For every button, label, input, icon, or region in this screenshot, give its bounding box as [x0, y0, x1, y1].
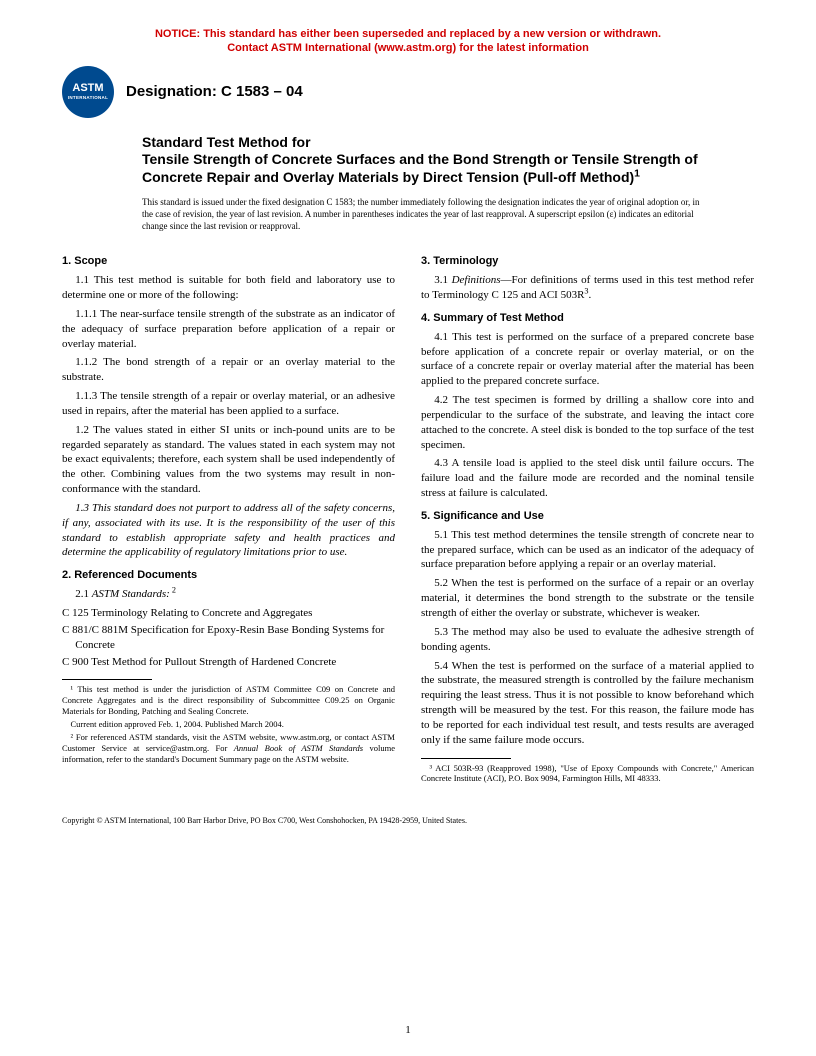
copyright: Copyright © ASTM International, 100 Barr…: [62, 816, 754, 825]
ref-c900: C 900 Test Method for Pullout Strength o…: [62, 655, 395, 670]
ref-c881: C 881/C 881M Specification for Epoxy-Res…: [62, 623, 395, 653]
footnote-rule-right: [421, 758, 511, 759]
title-main-text: Tensile Strength of Concrete Surfaces an…: [142, 151, 698, 185]
footnote-2: ² For referenced ASTM standards, visit t…: [62, 732, 395, 765]
para-2-1-b: ASTM Standards:: [92, 588, 170, 600]
page: NOTICE: This standard has either been su…: [0, 0, 816, 865]
para-1-1-1: 1.1.1 The near-surface tensile strength …: [62, 307, 395, 352]
para-1-1-2: 1.1.2 The bond strength of a repair or a…: [62, 355, 395, 385]
notice-line2: Contact ASTM International (www.astm.org…: [227, 42, 589, 54]
logo-sub: INTERNATIONAL: [68, 96, 108, 101]
para-3-1-b: Definitions: [452, 274, 501, 286]
para-1-2: 1.2 The values stated in either SI units…: [62, 423, 395, 497]
section-5-heading: 5. Significance and Use: [421, 509, 754, 524]
header-row: ASTM INTERNATIONAL Designation: C 1583 –…: [62, 66, 754, 118]
para-1-1: 1.1 This test method is suitable for bot…: [62, 273, 395, 303]
astm-logo: ASTM INTERNATIONAL: [62, 66, 114, 118]
ref-c125: C 125 Terminology Relating to Concrete a…: [62, 606, 395, 621]
para-5-2: 5.2 When the test is performed on the su…: [421, 576, 754, 621]
title-block: Standard Test Method for Tensile Strengt…: [142, 134, 702, 188]
footnote-3: ³ ACI 503R-93 (Reapproved 1998), "Use of…: [421, 763, 754, 785]
section-4-heading: 4. Summary of Test Method: [421, 311, 754, 326]
footnote-1b: Current edition approved Feb. 1, 2004. P…: [62, 719, 395, 730]
section-2-heading: 2. Referenced Documents: [62, 568, 395, 583]
section-3-heading: 3. Terminology: [421, 254, 754, 269]
title-main: Tensile Strength of Concrete Surfaces an…: [142, 151, 702, 187]
logo-main: ASTM: [72, 83, 103, 94]
para-4-1: 4.1 This test is performed on the surfac…: [421, 330, 754, 389]
notice-banner: NOTICE: This standard has either been su…: [62, 28, 754, 56]
para-2-1: 2.1 ASTM Standards: 2: [62, 587, 395, 602]
footnotes-left: ¹ This test method is under the jurisdic…: [62, 684, 395, 764]
two-columns: 1. Scope 1.1 This test method is suitabl…: [62, 246, 754, 786]
section-1-heading: 1. Scope: [62, 254, 395, 269]
right-column: 3. Terminology 3.1 Definitions—For defin…: [421, 246, 754, 786]
footnote-rule-left: [62, 679, 152, 680]
left-column: 1. Scope 1.1 This test method is suitabl…: [62, 246, 395, 786]
para-1-1-3: 1.1.3 The tensile strength of a repair o…: [62, 389, 395, 419]
para-3-1-d: .: [589, 289, 592, 301]
para-2-1-a: 2.1: [75, 588, 92, 600]
designation: Designation: C 1583 – 04: [126, 83, 303, 100]
para-3-1-a: 3.1: [434, 274, 451, 286]
astm-logo-text: ASTM INTERNATIONAL: [62, 66, 114, 118]
para-5-4: 5.4 When the test is performed on the su…: [421, 659, 754, 748]
footnote-1: ¹ This test method is under the jurisdic…: [62, 684, 395, 717]
footnote-2-b: Annual Book of ASTM Standards: [234, 743, 363, 753]
para-4-3: 4.3 A tensile load is applied to the ste…: [421, 456, 754, 501]
title-lead: Standard Test Method for: [142, 134, 702, 152]
notice-line1: NOTICE: This standard has either been su…: [155, 28, 661, 40]
issuance-note: This standard is issued under the fixed …: [142, 197, 702, 232]
para-2-1-sup: 2: [170, 586, 176, 595]
title-sup: 1: [634, 168, 640, 180]
footnotes-right: ³ ACI 503R-93 (Reapproved 1998), "Use of…: [421, 763, 754, 785]
para-4-2: 4.2 The test specimen is formed by drill…: [421, 393, 754, 452]
para-3-1: 3.1 Definitions—For definitions of terms…: [421, 273, 754, 303]
para-1-3: 1.3 This standard does not purport to ad…: [62, 501, 395, 560]
para-5-1: 5.1 This test method determines the tens…: [421, 528, 754, 573]
para-5-3: 5.3 The method may also be used to evalu…: [421, 625, 754, 655]
page-number: 1: [0, 1024, 816, 1036]
